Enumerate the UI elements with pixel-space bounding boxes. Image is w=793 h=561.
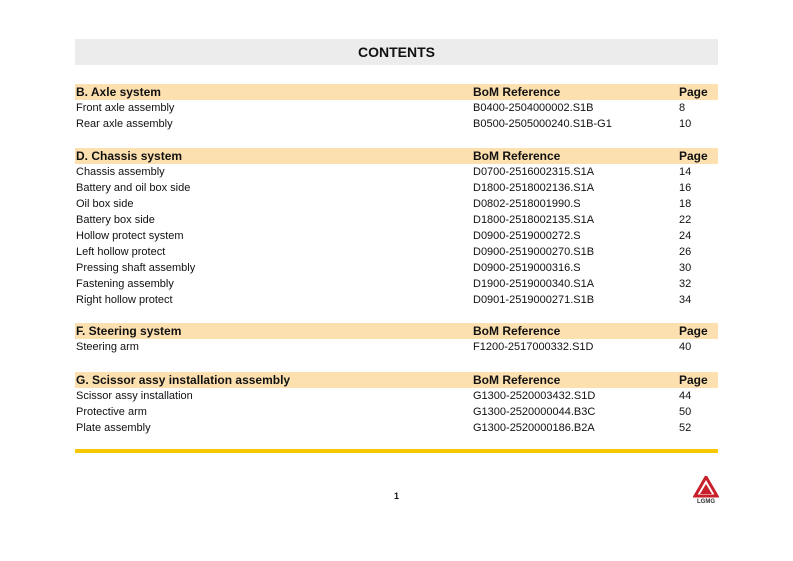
section-header: G. Scissor assy installation assembly Bo… xyxy=(75,372,718,388)
page-ref: 34 xyxy=(679,294,692,306)
table-row: Left hollow protect D0900-2519000270.S1B… xyxy=(75,244,718,260)
page-column-label: Page xyxy=(679,149,708,163)
bom-reference: D1800-2518002136.S1A xyxy=(473,182,595,194)
table-row: Front axle assembly B0400-2504000002.S1B… xyxy=(75,100,718,116)
footer-rule xyxy=(75,449,718,453)
page-ref: 22 xyxy=(679,214,692,226)
item-name: Oil box side xyxy=(76,198,134,210)
page-ref: 32 xyxy=(679,278,692,290)
table-row: Hollow protect system D0900-2519000272.S… xyxy=(75,228,718,244)
table-row: Fastening assembly D1900-2519000340.S1A … xyxy=(75,276,718,292)
item-name: Battery and oil box side xyxy=(76,182,191,194)
page-ref: 50 xyxy=(679,406,692,418)
item-name: Pressing shaft assembly xyxy=(76,262,196,274)
page-column-label: Page xyxy=(679,85,708,99)
bom-reference: D1900-2519000340.S1A xyxy=(473,278,595,290)
item-name: Fastening assembly xyxy=(76,278,174,290)
table-row: Plate assembly G1300-2520000186.B2A 52 xyxy=(75,420,718,436)
section: G. Scissor assy installation assembly Bo… xyxy=(75,372,718,436)
page-title: CONTENTS xyxy=(358,44,435,60)
section-heading: D. Chassis system xyxy=(76,149,183,163)
bom-reference: D0900-2519000270.S1B xyxy=(473,246,595,258)
page-ref: 30 xyxy=(679,262,692,274)
table-row: Battery and oil box side D1800-251800213… xyxy=(75,180,718,196)
section-header: F. Steering system BoM Reference Page xyxy=(75,323,718,339)
bom-reference: G1300-2520003432.S1D xyxy=(473,390,596,402)
bom-reference: B0500-2505000240.S1B-G1 xyxy=(473,118,612,130)
table-row: Protective arm G1300-2520000044.B3C 50 xyxy=(75,404,718,420)
lgmg-logo: LGMG xyxy=(692,474,720,505)
section-heading: F. Steering system xyxy=(76,324,182,338)
page-ref: 44 xyxy=(679,390,692,402)
page-ref: 52 xyxy=(679,422,692,434)
bom-reference: D0901-2519000271.S1B xyxy=(473,294,595,306)
page-ref: 26 xyxy=(679,246,692,258)
table-row: Right hollow protect D0901-2519000271.S1… xyxy=(75,292,718,308)
bom-column-label: BoM Reference xyxy=(473,149,561,163)
bom-reference: D1800-2518002135.S1A xyxy=(473,214,595,226)
bom-column-label: BoM Reference xyxy=(473,85,561,99)
page-ref: 8 xyxy=(679,102,686,114)
item-name: Left hollow protect xyxy=(76,246,166,258)
section-heading: B. Axle system xyxy=(76,85,161,99)
section: F. Steering system BoM Reference Page St… xyxy=(75,323,718,355)
bom-column-label: BoM Reference xyxy=(473,373,561,387)
bom-reference: F1200-2517000332.S1D xyxy=(473,341,594,353)
page-column-label: Page xyxy=(679,373,708,387)
bom-reference: D0802-2518001990.S xyxy=(473,198,581,210)
item-name: Hollow protect system xyxy=(76,230,184,242)
table-row: Rear axle assembly B0500-2505000240.S1B-… xyxy=(75,116,718,132)
table-row: Chassis assembly D0700-2516002315.S1A 14 xyxy=(75,164,718,180)
bom-reference: G1300-2520000044.B3C xyxy=(473,406,596,418)
page-column-label: Page xyxy=(679,324,708,338)
section: B. Axle system BoM Reference Page Front … xyxy=(75,84,718,132)
item-name: Front axle assembly xyxy=(76,102,175,114)
page-ref: 16 xyxy=(679,182,692,194)
item-name: Plate assembly xyxy=(76,422,151,434)
section-header: B. Axle system BoM Reference Page xyxy=(75,84,718,100)
section-header: D. Chassis system BoM Reference Page xyxy=(75,148,718,164)
table-row: Battery box side D1800-2518002135.S1A 22 xyxy=(75,212,718,228)
bom-reference: D0900-2519000272.S xyxy=(473,230,581,242)
item-name: Scissor assy installation xyxy=(76,390,193,402)
table-row: Scissor assy installation G1300-25200034… xyxy=(75,388,718,404)
table-row: Pressing shaft assembly D0900-2519000316… xyxy=(75,260,718,276)
item-name: Battery box side xyxy=(76,214,155,226)
bom-column-label: BoM Reference xyxy=(473,324,561,338)
item-name: Chassis assembly xyxy=(76,166,165,178)
item-name: Protective arm xyxy=(76,406,147,418)
bom-reference: D0700-2516002315.S1A xyxy=(473,166,595,178)
bom-reference: B0400-2504000002.S1B xyxy=(473,102,594,114)
bom-reference: G1300-2520000186.B2A xyxy=(473,422,595,434)
table-row: Steering arm F1200-2517000332.S1D 40 xyxy=(75,339,718,355)
page-ref: 14 xyxy=(679,166,692,178)
contents-title: CONTENTS xyxy=(75,39,718,65)
page-ref: 18 xyxy=(679,198,692,210)
svg-text:LGMG: LGMG xyxy=(697,499,715,504)
item-name: Right hollow protect xyxy=(76,294,173,306)
item-name: Rear axle assembly xyxy=(76,118,173,130)
item-name: Steering arm xyxy=(76,341,139,353)
page-ref: 40 xyxy=(679,341,692,353)
section: D. Chassis system BoM Reference Page Cha… xyxy=(75,148,718,308)
page-ref: 24 xyxy=(679,230,692,242)
table-row: Oil box side D0802-2518001990.S 18 xyxy=(75,196,718,212)
section-heading: G. Scissor assy installation assembly xyxy=(76,373,291,387)
page-ref: 10 xyxy=(679,118,692,130)
page-number: 1 xyxy=(394,491,400,501)
bom-reference: D0900-2519000316.S xyxy=(473,262,581,274)
